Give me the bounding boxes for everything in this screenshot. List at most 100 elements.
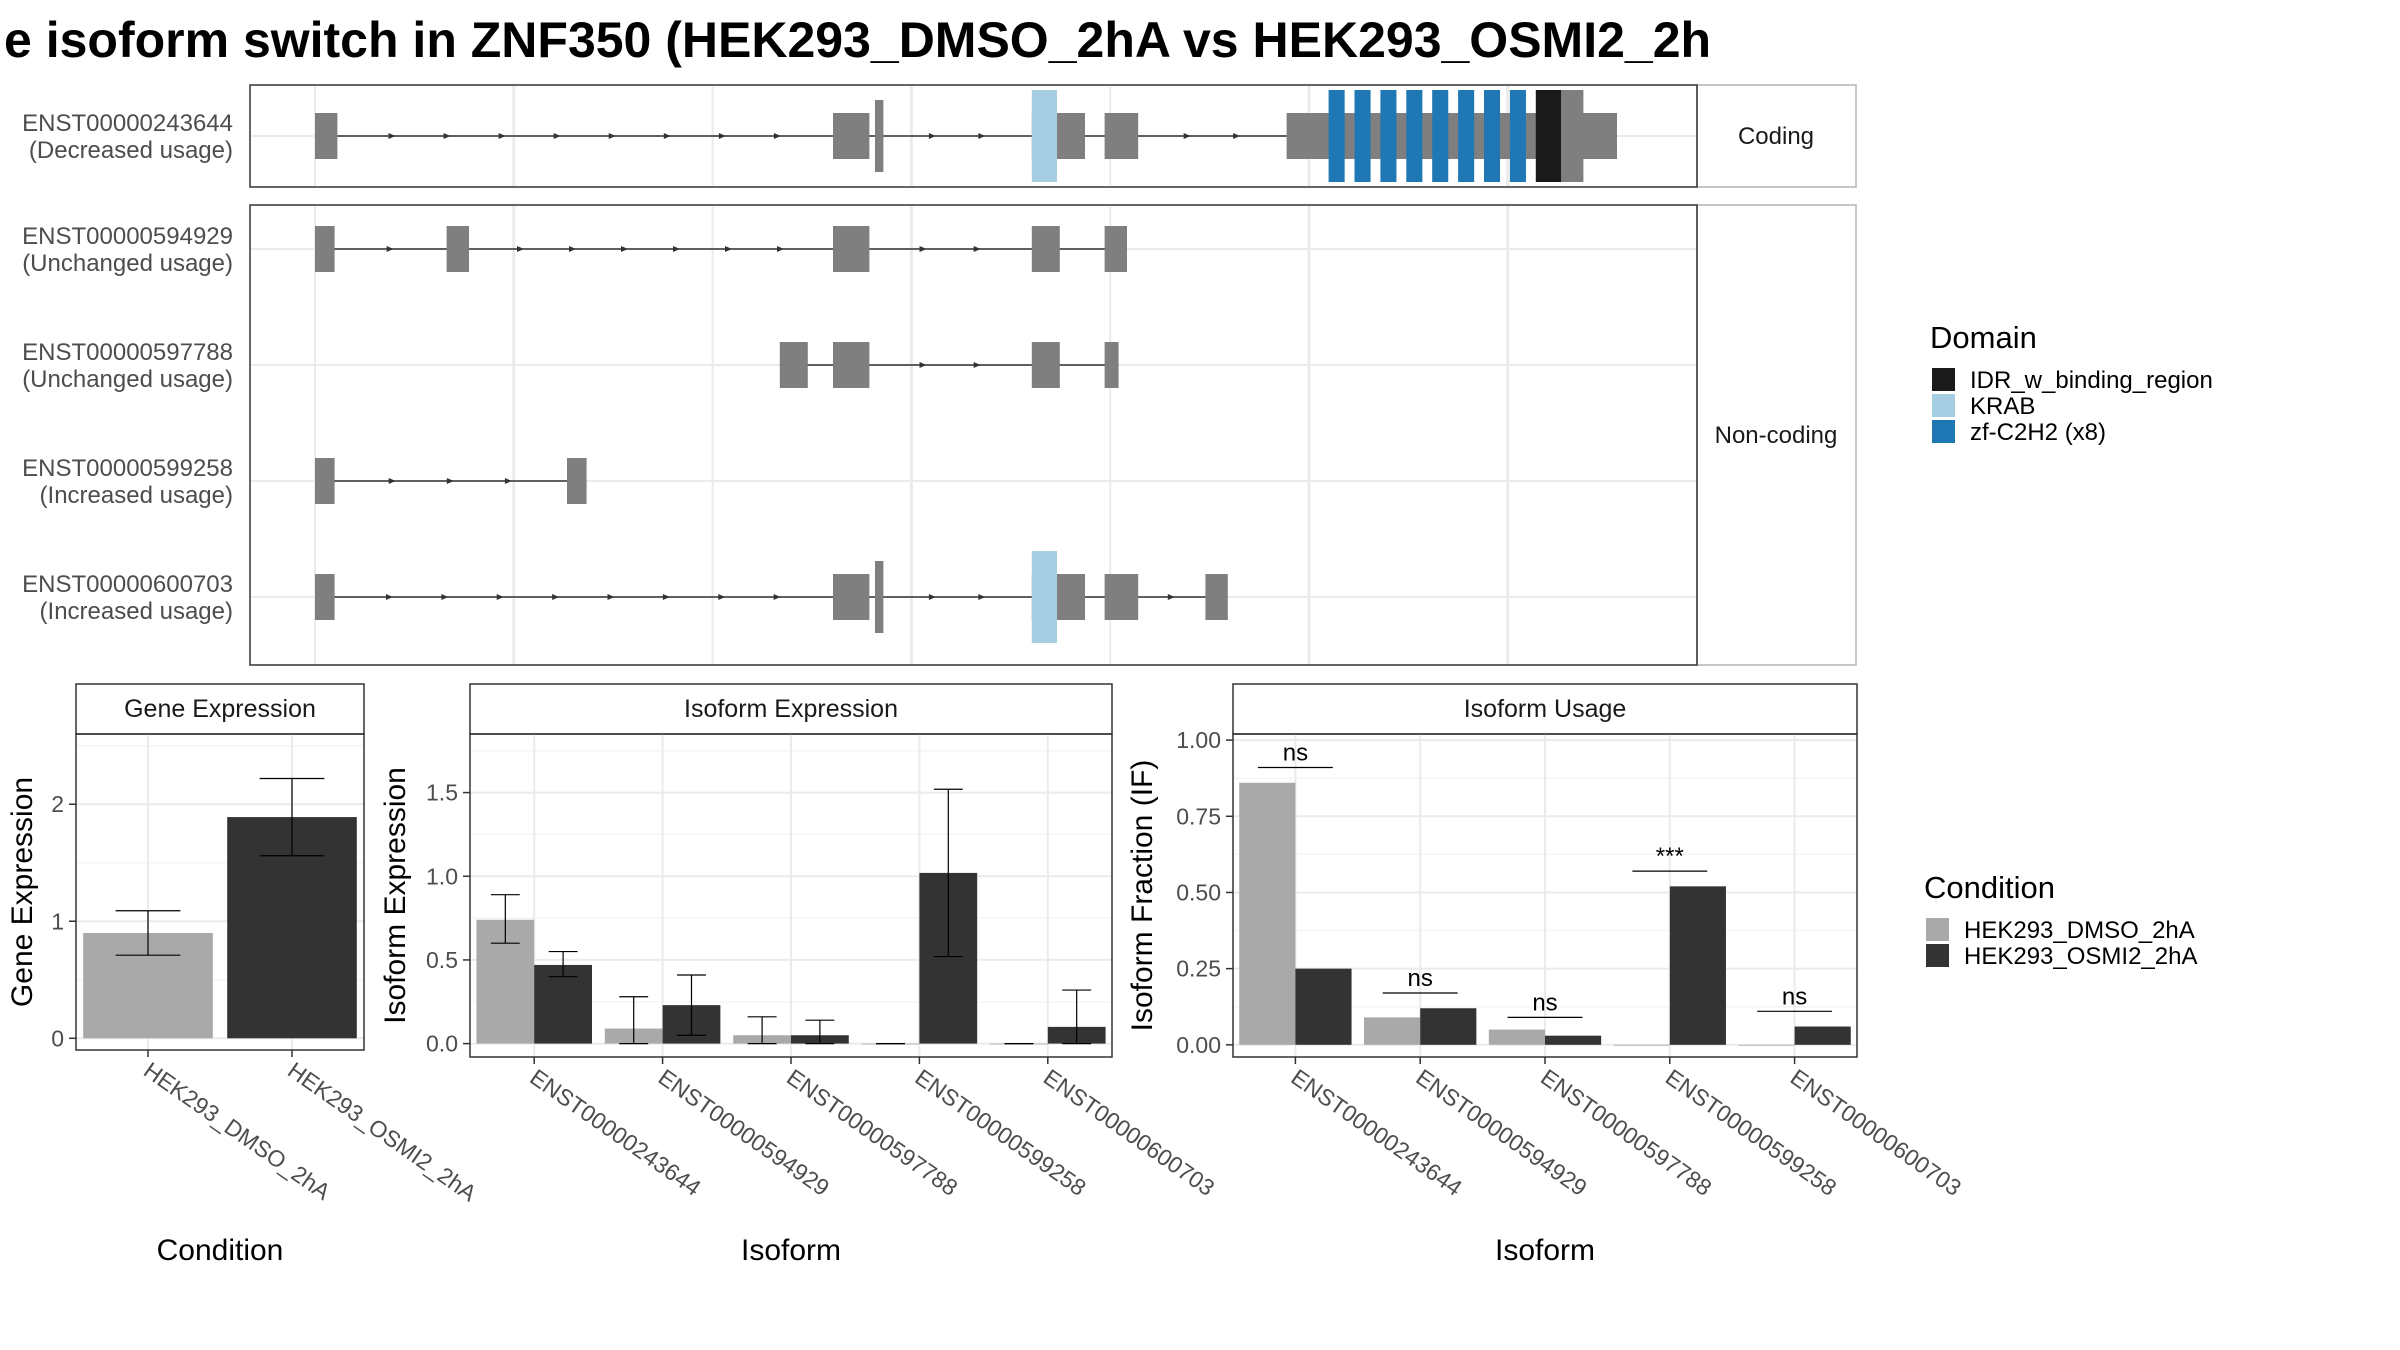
isoform-usage-label: (Unchanged usage) — [22, 366, 233, 393]
y-tick-label: 1 — [51, 908, 64, 934]
intron-direction-arrow — [385, 594, 393, 600]
y-tick-label: 2 — [51, 791, 64, 817]
condition-legend-label: HEK293_OSMI2_2hA — [1964, 943, 2197, 970]
isoform-id-label: ENST00000243644 — [22, 110, 233, 137]
exon-block — [875, 100, 884, 172]
facet-border — [249, 84, 1698, 188]
exon-block — [1561, 90, 1584, 182]
exon-block — [1031, 226, 1060, 272]
significance-label: ns — [1782, 983, 1807, 1010]
intron-direction-arrow — [725, 246, 732, 252]
significance-label: *** — [1656, 843, 1684, 870]
intron-direction-arrow — [718, 133, 726, 139]
exon-block — [833, 113, 870, 159]
y-tick-label: 0.0 — [426, 1031, 458, 1057]
intron-direction-arrow — [553, 133, 561, 139]
isoform-id-label: ENST00000600703 — [22, 571, 233, 598]
domain-legend-swatch — [1932, 394, 1955, 417]
domain-legend-label: IDR_w_binding_region — [1970, 367, 2213, 394]
intron-direction-arrow — [673, 246, 680, 252]
domain-legend-label: KRAB — [1970, 393, 2035, 420]
domain-krab — [1031, 551, 1057, 643]
exon-block — [446, 226, 469, 272]
intron-direction-arrow — [919, 246, 927, 252]
domain-zf-c2h2-segment — [1509, 90, 1526, 182]
intron-direction-arrow — [1233, 133, 1241, 139]
y-axis-title: Isoform Expression — [379, 767, 412, 1024]
bar — [1545, 1035, 1602, 1045]
significance-label: ns — [1283, 740, 1308, 767]
bar — [1738, 1044, 1795, 1046]
bar — [534, 964, 592, 1044]
isoform-usage-label: (Decreased usage) — [29, 137, 233, 164]
y-axis-title: Gene Expression — [6, 777, 39, 1007]
exon-block — [315, 574, 335, 620]
exon-block — [833, 226, 870, 272]
exon-block — [779, 342, 808, 388]
intron-direction-arrow — [441, 594, 449, 600]
intron-direction-arrow — [388, 133, 396, 139]
intron-direction-arrow — [777, 246, 784, 252]
exon-block — [315, 226, 335, 272]
exon-block — [1104, 574, 1139, 620]
isoform-usage-panel: Isoform Usage 0.00 0.25 0.50 0.75 1.00 ns ns ns *… — [1126, 683, 1966, 1267]
intron-direction-arrow — [621, 246, 628, 252]
domain-zf-c2h2-segment — [1354, 90, 1371, 182]
intron-direction-arrow — [928, 594, 936, 600]
y-tick-label: 0 — [51, 1025, 64, 1051]
intron-direction-arrow — [1167, 594, 1175, 600]
isoform-id-label: ENST00000594929 — [22, 223, 233, 250]
y-tick-label: 1.5 — [426, 780, 458, 806]
x-axis-title: Condition — [157, 1234, 284, 1267]
y-tick-label: 0.00 — [1176, 1032, 1221, 1058]
bar — [1295, 968, 1352, 1045]
panel-title: Gene Expression — [124, 695, 316, 723]
domain-idr-binding-region — [1535, 90, 1561, 182]
bar — [1364, 1017, 1421, 1045]
domain-zf-c2h2-segment — [1406, 90, 1423, 182]
intron-direction-arrow — [1183, 133, 1191, 139]
intron-direction-arrow — [973, 362, 981, 368]
intron-direction-arrow — [919, 362, 927, 368]
exon-block — [1104, 113, 1139, 159]
y-tick-label: 0.75 — [1176, 803, 1221, 829]
intron-direction-arrow — [718, 594, 726, 600]
panel-title: Isoform Expression — [684, 695, 898, 723]
intron-direction-arrow — [973, 246, 981, 252]
bar — [1420, 1008, 1477, 1045]
condition-legend-swatch — [1926, 944, 1949, 967]
panel-strip — [75, 683, 365, 735]
isoform-structure-panel: Coding Non-coding ENST00000243644(Decrease… — [22, 84, 1857, 666]
isoform-usage-label: (Increased usage) — [40, 598, 233, 625]
panel-strip — [1232, 683, 1858, 735]
facet-strip-label: Coding — [1738, 123, 1814, 150]
significance-label: ns — [1408, 965, 1433, 992]
bar — [1239, 782, 1296, 1045]
facet-strip — [1696, 204, 1857, 666]
y-tick-label: 0.5 — [426, 947, 458, 973]
panel-strip — [469, 683, 1113, 735]
isoform-id-label: ENST00000597788 — [22, 339, 233, 366]
panel-title: Isoform Usage — [1464, 695, 1627, 723]
exon-block — [833, 574, 870, 620]
intron-direction-arrow — [496, 594, 504, 600]
exon-block — [1104, 226, 1127, 272]
facet-strip — [1696, 84, 1857, 188]
y-tick-label: 0.50 — [1176, 879, 1221, 905]
intron-direction-arrow — [517, 246, 524, 252]
domain-zf-c2h2-segment — [1484, 90, 1501, 182]
exon-block — [1031, 342, 1060, 388]
intron-direction-arrow — [607, 594, 615, 600]
bar — [1488, 1029, 1545, 1045]
figure-title: e isoform switch in ZNF350 (HEK293_DMSO_… — [4, 12, 1711, 68]
intron-direction-arrow — [978, 594, 986, 600]
intron-direction-arrow — [552, 594, 560, 600]
isoform-id-label: ENST00000599258 — [22, 455, 233, 482]
panel-border — [75, 733, 365, 1051]
intron-direction-arrow — [978, 133, 986, 139]
domain-legend-swatch — [1932, 420, 1955, 443]
exon-block — [1205, 574, 1228, 620]
x-axis-title: Isoform — [1495, 1234, 1595, 1267]
exon-block — [875, 561, 884, 633]
